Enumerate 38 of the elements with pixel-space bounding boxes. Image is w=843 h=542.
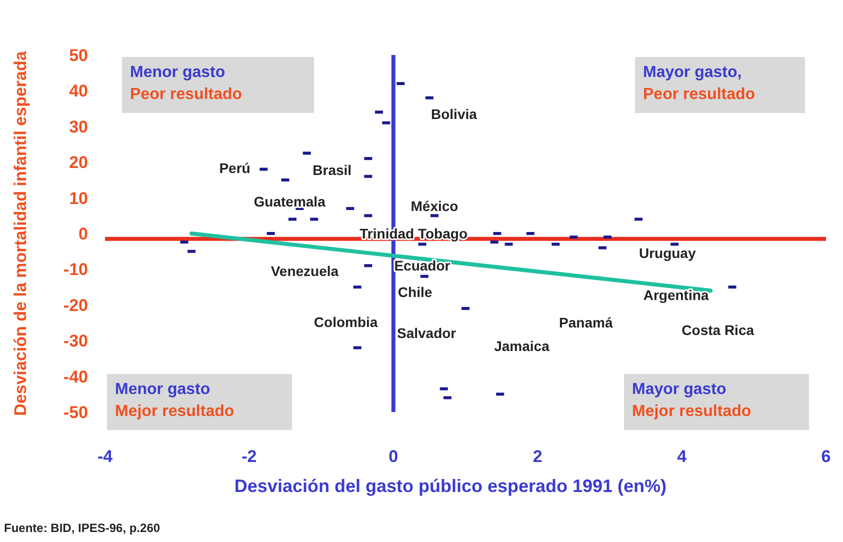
x-tick-label: 6 [821,447,831,466]
y-tick-label: -20 [63,296,88,315]
y-axis-title: Desviación de la mortalidad infantil esperada [11,50,30,416]
annotation: Costa Rica [682,322,754,338]
annotation: Menor gasto Mejor resultado [115,381,234,420]
y-tick-label: 20 [69,153,88,172]
y-tick-label: -30 [63,332,88,351]
y-tick-label: 40 [69,82,88,101]
x-axis-title: Desviación del gasto público esperado 1991 (en%) [234,476,667,496]
y-tick-label: -50 [63,402,88,422]
x-tick-label: -2 [242,447,257,466]
annotation: Guatemala [254,193,326,210]
y-tick-label: -10 [63,260,88,280]
annotation: Perú [219,160,250,176]
x-tick-label: 0 [388,447,398,466]
annotation: México [410,198,458,214]
y-tick-label: -40 [63,367,88,386]
y-tick-label: 50 [69,46,88,65]
source-note: Fuente: BID, IPES-96, p.260 [4,521,160,535]
annotation: Mayor gasto Mejor resultado [632,381,752,420]
x-tick-label: -4 [97,447,114,466]
annotation: Brasil [312,162,352,178]
annotation: Colombia [314,314,378,330]
annotation: Jamaica [494,338,550,354]
annotation: Panamá [559,314,613,331]
annotation: Venezuela [270,262,339,279]
annotation: Chile [398,284,432,300]
annotation: Menor gasto Peor resultado [130,64,242,103]
x-tick-label: 2 [532,447,542,466]
x-tick-label: 4 [677,447,688,466]
annotation: Uruguay [638,245,696,262]
annotation: Argentina [643,286,709,303]
annotation: Mayor gasto, Peor resultado [643,64,756,103]
y-tick-label: 30 [69,117,88,136]
y-tick-label: 0 [78,224,88,244]
annotation: Bolivia [431,106,478,122]
y-tick-label: 10 [69,188,88,208]
annotation: Salvador [396,325,457,342]
